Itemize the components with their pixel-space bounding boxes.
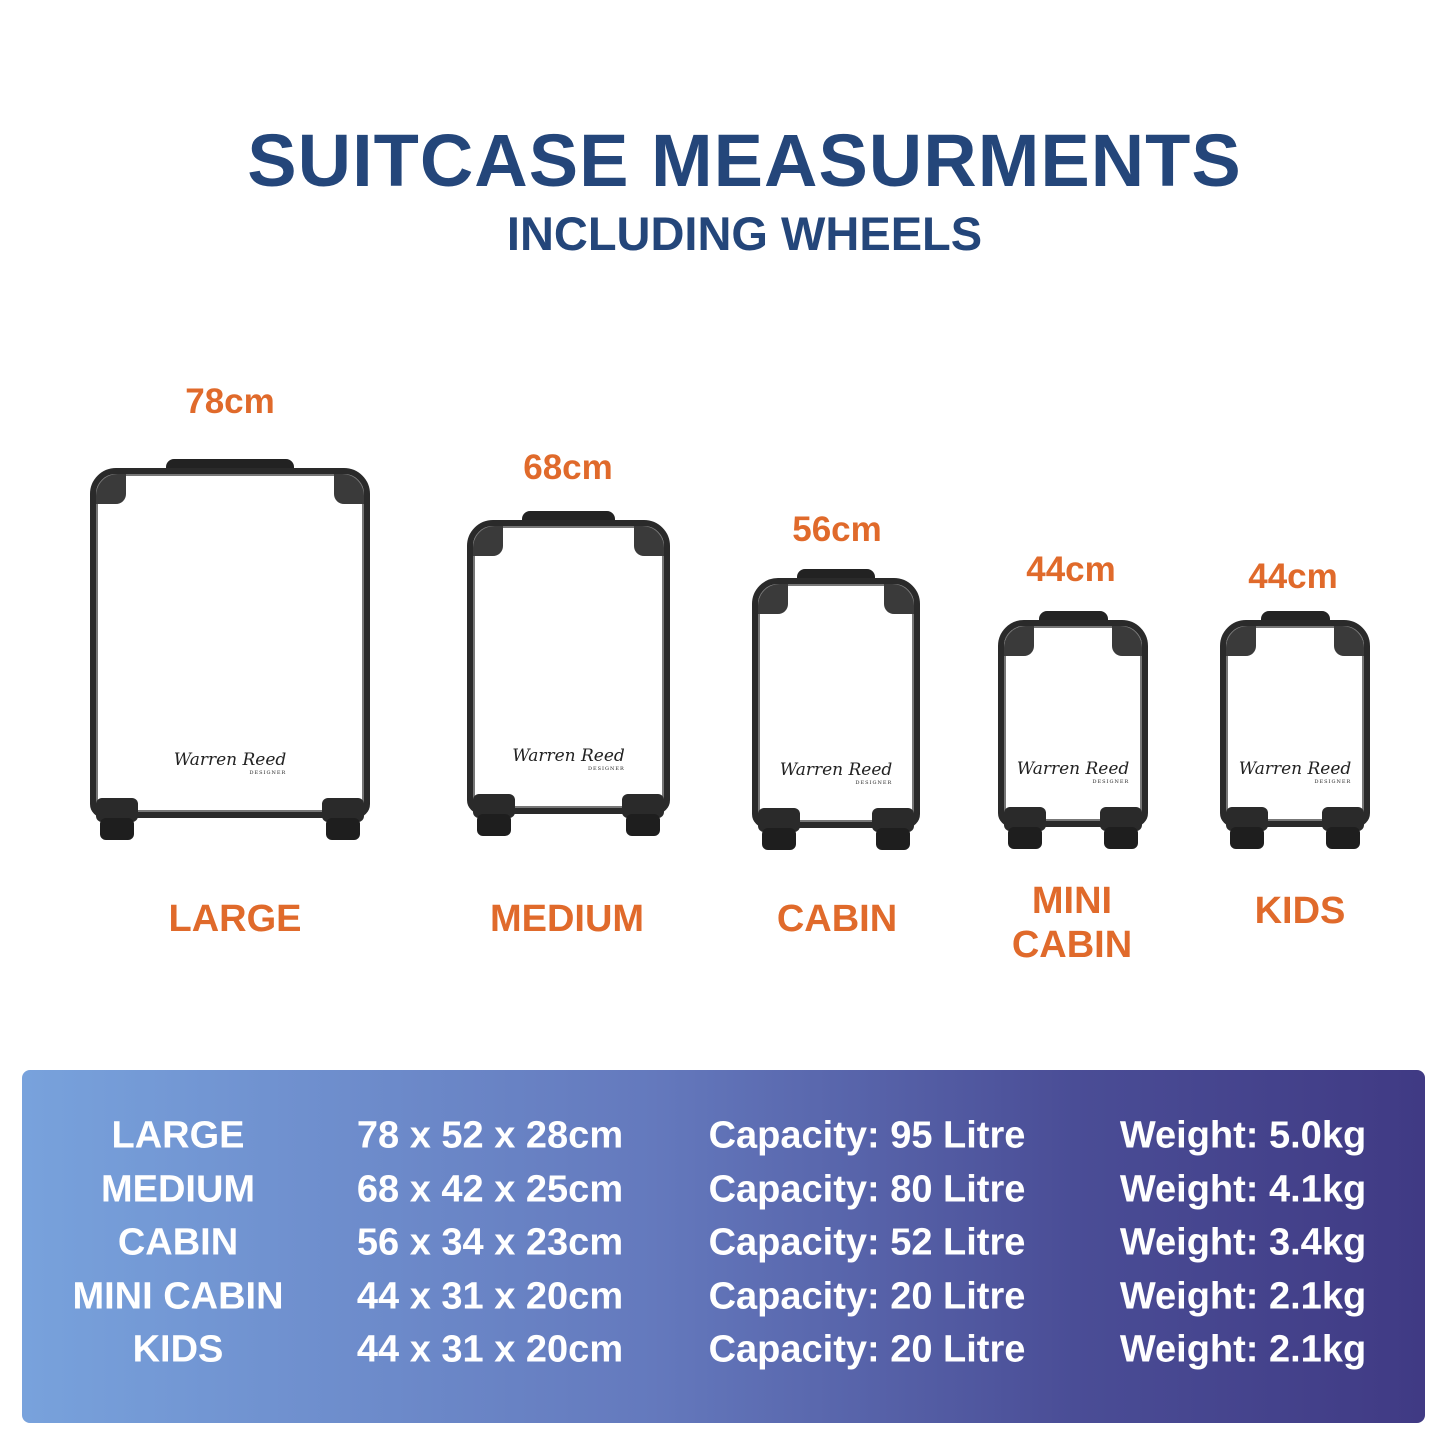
capacity-cell: Capacity: 52 Litre xyxy=(708,1221,1026,1264)
size-cell: MEDIUM xyxy=(100,1168,256,1211)
wheel-icon xyxy=(1326,827,1360,849)
wheel-icon xyxy=(626,814,660,836)
dims-cell: 78 x 52 x 28cm xyxy=(356,1114,624,1157)
page-title: SUITCASE MEASURMENTS xyxy=(247,119,1242,202)
weight-cell: Weight: 5.0kg xyxy=(1119,1114,1367,1157)
capacity-cell: Capacity: 80 Litre xyxy=(708,1168,1026,1211)
capacity-cell: Capacity: 20 Litre xyxy=(708,1328,1026,1371)
wheel-icon xyxy=(1008,827,1042,849)
weight-cell: Weight: 3.4kg xyxy=(1119,1221,1367,1264)
weight-cell: Weight: 2.1kg xyxy=(1119,1275,1367,1318)
size-name-cabin: CABIN xyxy=(776,898,898,940)
height-label-cabin: 56cm xyxy=(792,510,882,549)
brand-logo: Warren Reed DESIGNER xyxy=(1238,759,1352,785)
size-name-mini-cabin: MINI CABIN xyxy=(1011,880,1133,966)
capacity-cell: Capacity: 95 Litre xyxy=(708,1114,1026,1157)
wheel-icon xyxy=(100,818,134,840)
size-name-medium: MEDIUM xyxy=(489,898,645,940)
size-cell: CABIN xyxy=(117,1221,239,1264)
brand-logo: Warren Reed DESIGNER xyxy=(1016,759,1130,785)
brand-logo: Warren Reed DESIGNER xyxy=(779,760,893,786)
height-label-medium: 68cm xyxy=(523,448,613,487)
suitcase-mini-cabin-image: Warren Reed DESIGNER xyxy=(998,611,1148,849)
height-label-mini-cabin: 44cm xyxy=(1026,550,1116,589)
suitcase-shell: Warren Reed DESIGNER xyxy=(90,468,370,818)
dims-cell: 56 x 34 x 23cm xyxy=(356,1221,624,1264)
brand-logo: Warren Reed DESIGNER xyxy=(173,750,287,776)
capacity-cell: Capacity: 20 Litre xyxy=(708,1275,1026,1318)
wheel-icon xyxy=(477,814,511,836)
dims-cell: 68 x 42 x 25cm xyxy=(356,1168,624,1211)
size-cell: MINI CABIN xyxy=(72,1275,284,1318)
page-subtitle: INCLUDING WHEELS xyxy=(506,207,983,260)
wheel-icon xyxy=(1104,827,1138,849)
wheel-icon xyxy=(326,818,360,840)
suitcase-medium-image: Warren Reed DESIGNER xyxy=(467,511,670,836)
dims-cell: 44 x 31 x 20cm xyxy=(356,1328,624,1371)
spec-table: LARGE 78 x 52 x 28cm Capacity: 95 Litre … xyxy=(22,1070,1425,1423)
weight-cell: Weight: 2.1kg xyxy=(1119,1328,1367,1371)
size-name-large: LARGE xyxy=(168,898,302,940)
brand-logo: Warren Reed DESIGNER xyxy=(512,746,625,772)
suitcase-large-image: Warren Reed DESIGNER xyxy=(90,459,370,840)
wheel-icon xyxy=(1230,827,1264,849)
wheel-icon xyxy=(762,828,796,850)
weight-cell: Weight: 4.1kg xyxy=(1119,1168,1367,1211)
height-label-kids: 44cm xyxy=(1248,557,1338,596)
dims-cell: 44 x 31 x 20cm xyxy=(356,1275,624,1318)
suitcase-kids-image: Warren Reed DESIGNER xyxy=(1220,611,1370,849)
suitcase-cabin-image: Warren Reed DESIGNER xyxy=(752,569,920,850)
height-label-large: 78cm xyxy=(185,382,275,421)
size-name-kids: KIDS xyxy=(1254,890,1346,932)
size-cell: KIDS xyxy=(132,1328,224,1371)
size-cell: LARGE xyxy=(111,1114,245,1157)
wheel-icon xyxy=(876,828,910,850)
